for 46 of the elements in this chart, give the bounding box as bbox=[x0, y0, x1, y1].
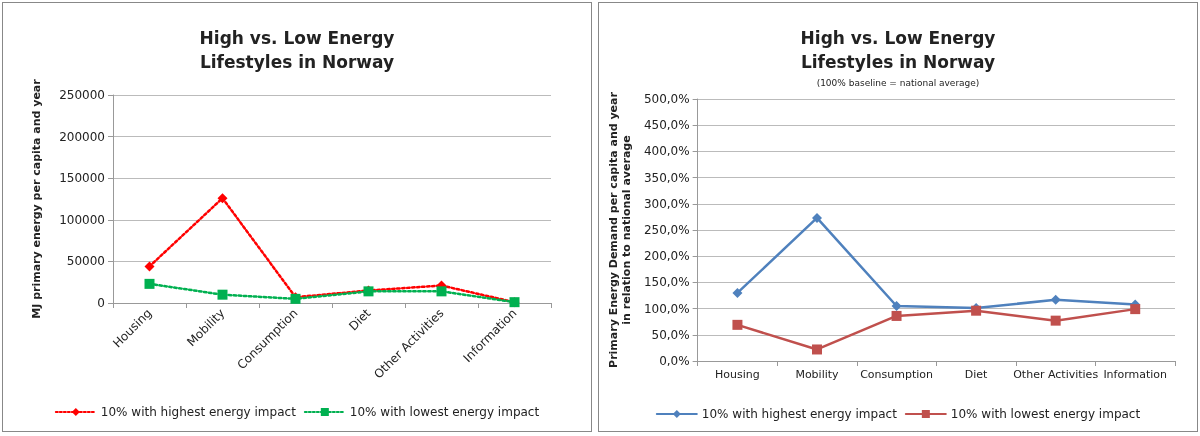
y-tick-label: 300,0% bbox=[643, 196, 690, 211]
legend-label: 10% with lowest energy impact bbox=[349, 405, 540, 419]
y-tick-label: 250,0% bbox=[643, 223, 690, 237]
y-tick-label: 500,0% bbox=[643, 92, 690, 106]
y-tick-label: 100,0% bbox=[643, 301, 690, 316]
y-tick-label: 50000 bbox=[66, 254, 105, 269]
y-tick-label: 150000 bbox=[59, 171, 105, 186]
point bbox=[811, 212, 822, 223]
point bbox=[217, 289, 228, 300]
x-tick-label: Other Activities bbox=[1013, 368, 1099, 381]
chart-subtitle: (100% baseline = national average) bbox=[816, 77, 980, 88]
point bbox=[732, 319, 743, 330]
y-tick-label: 50,0% bbox=[651, 327, 690, 342]
y-tick-label: 150,0% bbox=[643, 275, 690, 290]
point bbox=[1050, 294, 1061, 305]
y-tick-label: 200,0% bbox=[643, 249, 690, 264]
chart-title: High vs. Low Energy Lifestyles in Norway bbox=[199, 28, 395, 72]
point bbox=[811, 344, 822, 355]
point bbox=[1050, 315, 1061, 326]
point bbox=[1130, 304, 1141, 315]
chart-title: High vs. Low Energy Lifestyles in Norway bbox=[800, 28, 996, 72]
legend-label: 10% with lowest energy impact bbox=[950, 407, 1141, 421]
y-tick-label: 100000 bbox=[59, 212, 105, 227]
y-tick-label: 400,0% bbox=[643, 144, 690, 159]
point bbox=[891, 300, 902, 311]
legend-label: 10% with highest energy impact bbox=[100, 405, 297, 419]
x-tick-label: Diet bbox=[964, 368, 989, 381]
y-tick-label: 200000 bbox=[59, 129, 105, 144]
y-tick-label: 0 bbox=[97, 296, 105, 310]
x-tick-label: Information bbox=[1103, 368, 1168, 381]
x-tick-label: Mobility bbox=[795, 368, 840, 381]
x-tick-label: Housing bbox=[715, 368, 760, 381]
y-tick-label: 0,0% bbox=[659, 354, 690, 368]
point bbox=[144, 261, 155, 272]
point bbox=[732, 287, 743, 298]
y-tick-label: 450,0% bbox=[643, 118, 690, 133]
y-axis-title: MJ primary energy per capita and year bbox=[30, 78, 43, 319]
point bbox=[891, 310, 902, 321]
point bbox=[436, 286, 447, 297]
y-tick-label: 250000 bbox=[59, 88, 105, 102]
y-axis-title: Primary Energy Demand per capita and year in relation to national average bbox=[607, 91, 633, 368]
legend-label: 10% with highest energy impact bbox=[701, 407, 898, 421]
point bbox=[144, 278, 155, 289]
x-tick-label: Consumption bbox=[860, 368, 933, 381]
point bbox=[217, 193, 228, 204]
y-tick-label: 350,0% bbox=[643, 170, 690, 185]
